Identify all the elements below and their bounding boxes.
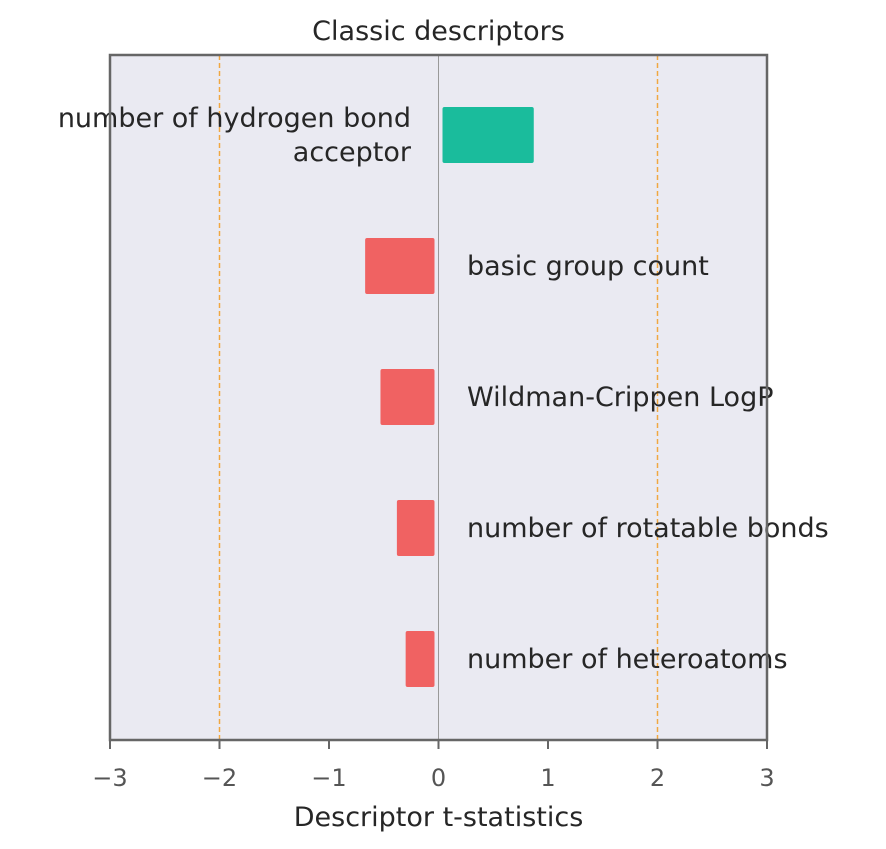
category-label: number of rotatable bonds	[467, 513, 829, 544]
category-label: basic group count	[467, 251, 709, 282]
x-tick-label: −1	[311, 764, 346, 792]
bar	[396, 500, 435, 556]
x-tick-label: 2	[650, 764, 665, 792]
category-label: Wildman-Crippen LogP	[467, 382, 774, 413]
x-tick-label: 0	[431, 764, 446, 792]
threshold-lines	[218, 55, 659, 740]
category-label: number of hydrogen bond acceptor	[58, 103, 412, 168]
x-axis-ticks: −3 −2 −1 0 1 2 3	[92, 740, 775, 792]
bar	[365, 238, 435, 294]
chart-title: Classic descriptors	[312, 16, 565, 47]
x-tick-label: −2	[202, 764, 237, 792]
x-tick-label: 3	[759, 764, 774, 792]
category-labels: number of hydrogen bond acceptor basic gro…	[58, 103, 829, 675]
x-tick-label: 1	[540, 764, 555, 792]
bar	[380, 369, 435, 425]
bar	[442, 107, 534, 163]
x-axis-label: Descriptor t-statistics	[294, 802, 584, 833]
bar	[405, 631, 435, 687]
bars	[365, 107, 534, 687]
x-tick-label: −3	[92, 764, 127, 792]
category-label: number of heteroatoms	[467, 644, 788, 675]
